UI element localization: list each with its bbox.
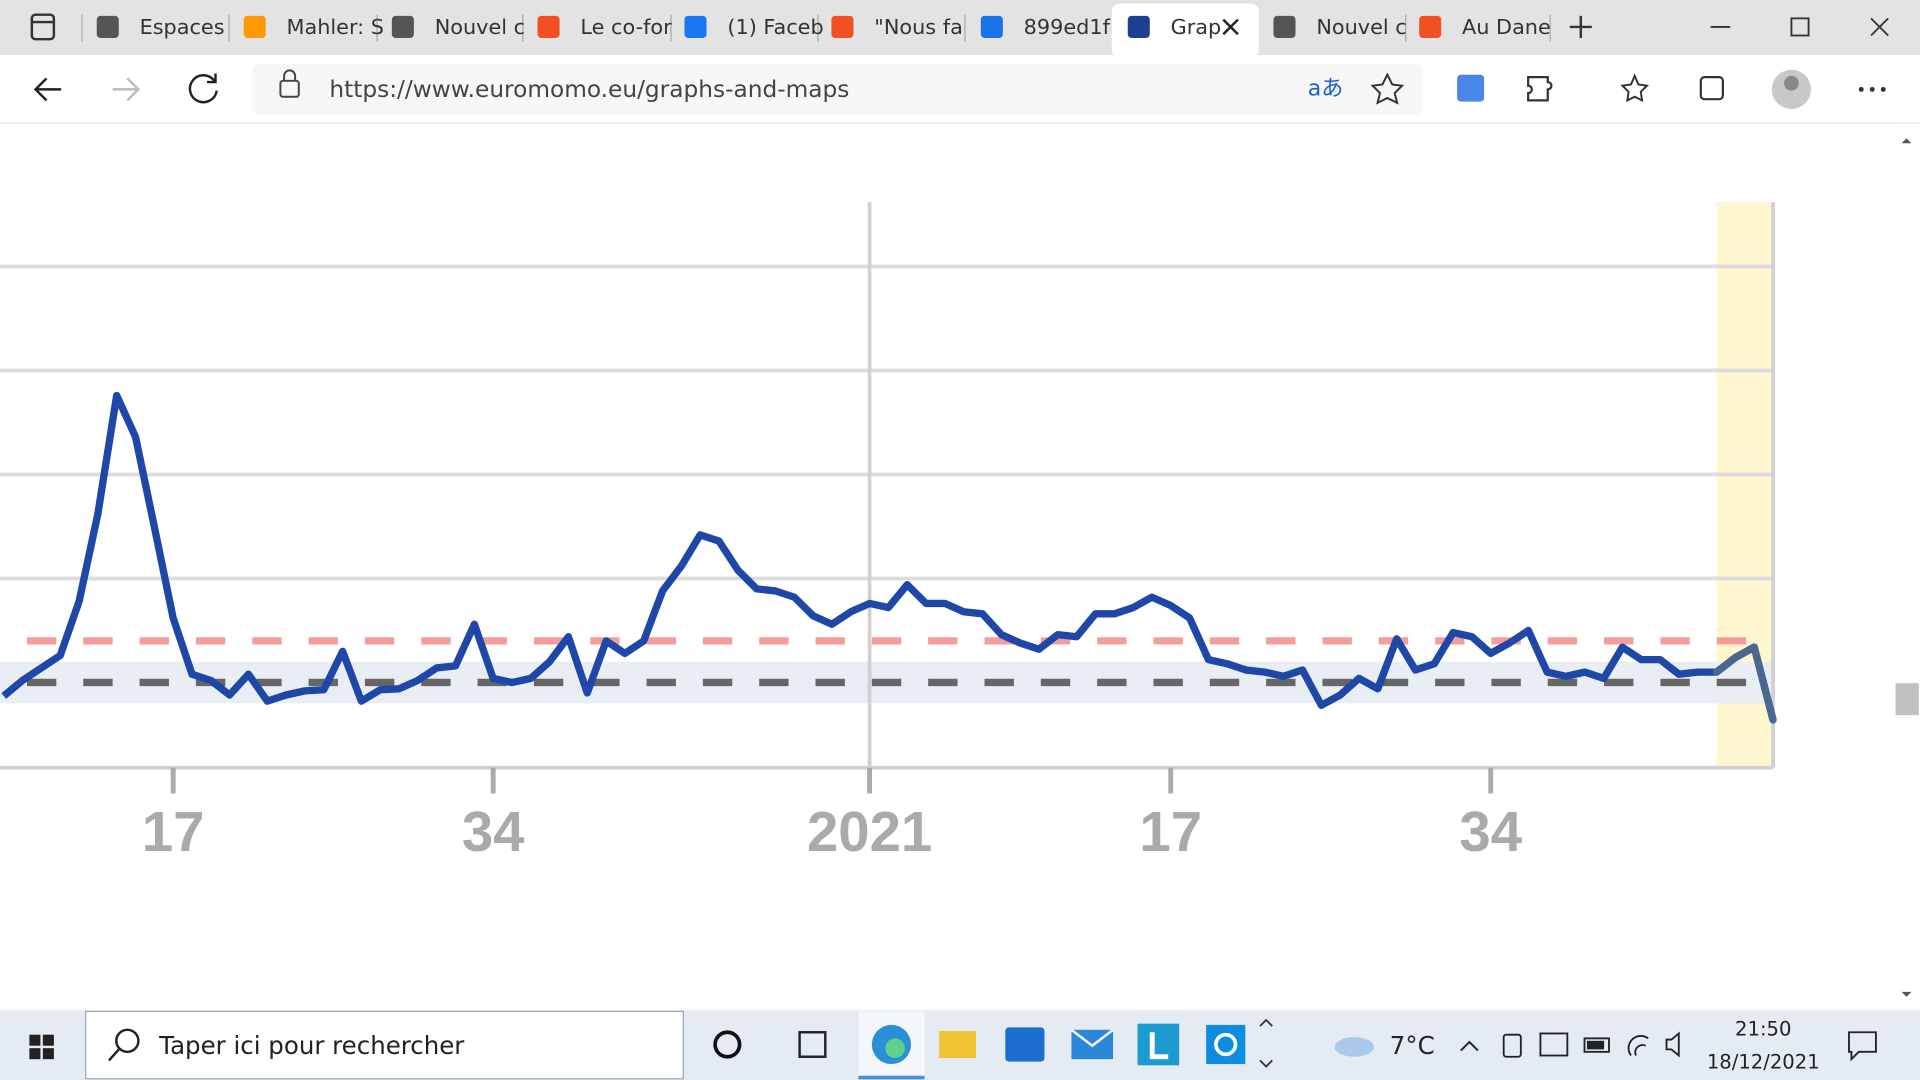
start-button[interactable] <box>29 1034 54 1060</box>
tab-title[interactable]: "Nous fa <box>874 15 963 39</box>
menu-icon[interactable] <box>1858 86 1886 92</box>
clock-time[interactable]: 21:50 <box>1735 1017 1791 1040</box>
tab-title[interactable]: Mahler: S <box>287 15 384 39</box>
scrollbar-thumb[interactable] <box>1895 683 1919 716</box>
explorer-icon[interactable] <box>939 1031 976 1058</box>
tab-favicon[interactable] <box>537 15 560 38</box>
notifications[interactable] <box>1848 1031 1877 1062</box>
task-view[interactable] <box>798 1031 827 1058</box>
tab-favicon[interactable] <box>243 15 266 38</box>
pending-segment <box>1712 653 1740 676</box>
favorites-icon[interactable] <box>1620 73 1650 103</box>
icon-part <box>1070 1028 1114 1048</box>
tab-title[interactable]: (1) Faceb <box>727 15 823 39</box>
tab-title[interactable]: Grap <box>1171 15 1222 39</box>
tab-favicon[interactable] <box>1273 15 1296 38</box>
battery-icon[interactable] <box>1583 1037 1610 1053</box>
lock-icon <box>279 79 300 98</box>
url[interactable]: https://www.euromomo.eu/graphs-and-maps <box>329 76 849 103</box>
weather-icon[interactable] <box>1334 1037 1374 1057</box>
close-window[interactable] <box>1870 17 1889 37</box>
x-tick-label: 34 <box>1459 800 1522 863</box>
tray-icon[interactable] <box>1502 1033 1522 1058</box>
search-icon <box>115 1028 140 1054</box>
tab-title[interactable]: Le co-for <box>580 15 672 39</box>
tab-title[interactable]: Nouvel c <box>435 15 525 39</box>
x-tick-label: 17 <box>142 800 205 863</box>
wifi-icon[interactable] <box>1627 1035 1649 1057</box>
x-tick-label: 17 <box>1139 800 1202 863</box>
extensions-icon[interactable] <box>1527 76 1553 102</box>
translate-icon[interactable]: aあ <box>1308 76 1344 101</box>
icon-part <box>283 69 297 81</box>
x-tick-label: 2021 <box>807 800 932 863</box>
tab-favicon[interactable] <box>980 15 1003 38</box>
tab-favicon[interactable] <box>1127 15 1150 38</box>
tab-title[interactable]: Espaces <box>140 15 225 39</box>
weather[interactable]: 7°C <box>1390 1031 1435 1060</box>
tab-favicon[interactable] <box>391 15 414 38</box>
tab-title[interactable]: Au Dane <box>1462 15 1551 39</box>
back-button[interactable] <box>33 77 62 102</box>
chart: 17 34 2021 17 34 <box>0 202 1777 863</box>
extension-translate[interactable] <box>1457 74 1485 102</box>
icon-part <box>108 1048 120 1062</box>
tab-close[interactable] <box>1222 18 1239 36</box>
scroll-apps[interactable] <box>1259 1018 1273 1068</box>
icon-part <box>1214 1032 1238 1057</box>
scrollbar <box>1895 123 1920 1011</box>
reload-button[interactable] <box>188 73 218 104</box>
tab-favicon[interactable] <box>1419 15 1442 38</box>
store-icon[interactable] <box>1005 1027 1045 1062</box>
x-tick-label: 34 <box>462 800 525 863</box>
tray-icon[interactable] <box>1539 1032 1569 1057</box>
tray-expand[interactable] <box>1460 1040 1479 1052</box>
tab-actions-icon[interactable] <box>30 13 56 41</box>
forward-button[interactable] <box>112 77 141 102</box>
icon-part <box>885 1038 905 1058</box>
volume-icon[interactable] <box>1665 1031 1680 1058</box>
cortana[interactable] <box>713 1030 742 1059</box>
new-tab[interactable] <box>1569 15 1592 38</box>
icon-part <box>1586 1040 1605 1050</box>
pending-segment <box>1750 643 1777 724</box>
clock-date[interactable]: 18/12/2021 <box>1707 1050 1820 1073</box>
search-box[interactable] <box>85 1010 684 1080</box>
search-placeholder[interactable]: Taper ici pour rechercher <box>158 1031 465 1060</box>
address-bar[interactable] <box>252 63 1423 116</box>
icon-part <box>1784 75 1799 91</box>
tab-favicon[interactable] <box>684 15 707 38</box>
icon-part <box>1149 1032 1169 1060</box>
collections-icon[interactable] <box>1699 76 1724 101</box>
app-icon[interactable] <box>1206 1024 1246 1065</box>
tab-favicon[interactable] <box>96 15 119 38</box>
maximize[interactable] <box>1790 17 1810 37</box>
data-line <box>1 391 1777 721</box>
tab-title[interactable]: Nouvel c <box>1316 15 1406 39</box>
tab-favicon[interactable] <box>831 15 854 38</box>
favorite-icon[interactable] <box>1370 72 1405 105</box>
tab-title[interactable]: 899ed1f <box>1024 15 1111 39</box>
tab-strip <box>0 0 1920 56</box>
